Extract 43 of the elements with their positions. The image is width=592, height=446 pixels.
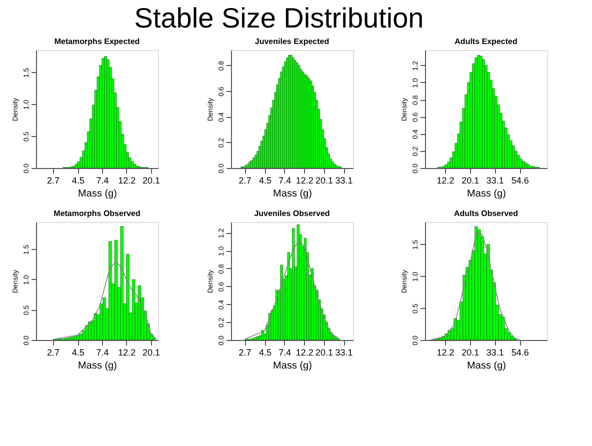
x-tick-label: 4.5	[72, 176, 84, 186]
x-axis-title: Mass (g)	[78, 360, 117, 372]
x-tick-label: 12.2	[118, 348, 136, 358]
x-tick-label: 12.2	[118, 176, 136, 186]
x-tick-label: 33.1	[335, 348, 353, 358]
x-tick-label: 7.4	[278, 348, 292, 358]
x-tick-label: 54.6	[511, 176, 529, 186]
x-tick-label: 12.2	[296, 176, 314, 186]
chart-title: Adults Expected	[454, 37, 518, 46]
x-axis-title: Mass (g)	[78, 188, 117, 200]
x-axis-title: Mass (g)	[467, 188, 506, 200]
x-tick-label: 20.1	[142, 176, 160, 186]
x-tick-label: 33.1	[335, 176, 353, 186]
x-tick-label: 2.7	[46, 348, 60, 358]
x-tick-label: 20.1	[316, 176, 334, 186]
x-tick-label: 20.1	[316, 348, 334, 358]
x-axis-title: Mass (g)	[273, 360, 312, 372]
x-tick-label: 20.1	[462, 176, 480, 186]
x-tick-label: 4.5	[258, 176, 272, 186]
text: Stable Size Distribution	[134, 2, 424, 34]
x-axis-title: Mass (g)	[467, 360, 506, 372]
x-tick-label: 7.4	[96, 348, 109, 358]
x-tick-label: 12.2	[436, 348, 454, 358]
x-tick-label: 12.2	[296, 348, 314, 358]
chart-title: Metamorphs Observed	[54, 209, 140, 218]
x-tick-label: 2.7	[238, 176, 252, 186]
x-tick-label: 2.7	[46, 176, 60, 186]
x-tick-label: 20.1	[462, 348, 480, 358]
x-tick-label: 12.2	[436, 176, 454, 186]
x-tick-label: 4.5	[72, 348, 84, 358]
chart-title: Metamorphs Expected	[54, 37, 140, 46]
x-axis-title: Mass (g)	[273, 188, 312, 200]
x-tick-label: 54.6	[511, 348, 529, 358]
x-tick-label: 7.4	[96, 176, 109, 186]
x-tick-label: 7.4	[278, 176, 292, 186]
x-tick-label: 33.1	[486, 176, 504, 186]
chart-title: Juveniles Expected	[254, 37, 330, 46]
x-tick-label: 20.1	[142, 348, 160, 358]
x-tick-label: 2.7	[238, 348, 252, 358]
chart-title: Adults Observed	[454, 209, 518, 218]
chart-title: Juveniles Observed	[254, 209, 330, 218]
x-tick-label: 4.5	[258, 348, 272, 358]
x-tick-label: 33.1	[486, 348, 504, 358]
